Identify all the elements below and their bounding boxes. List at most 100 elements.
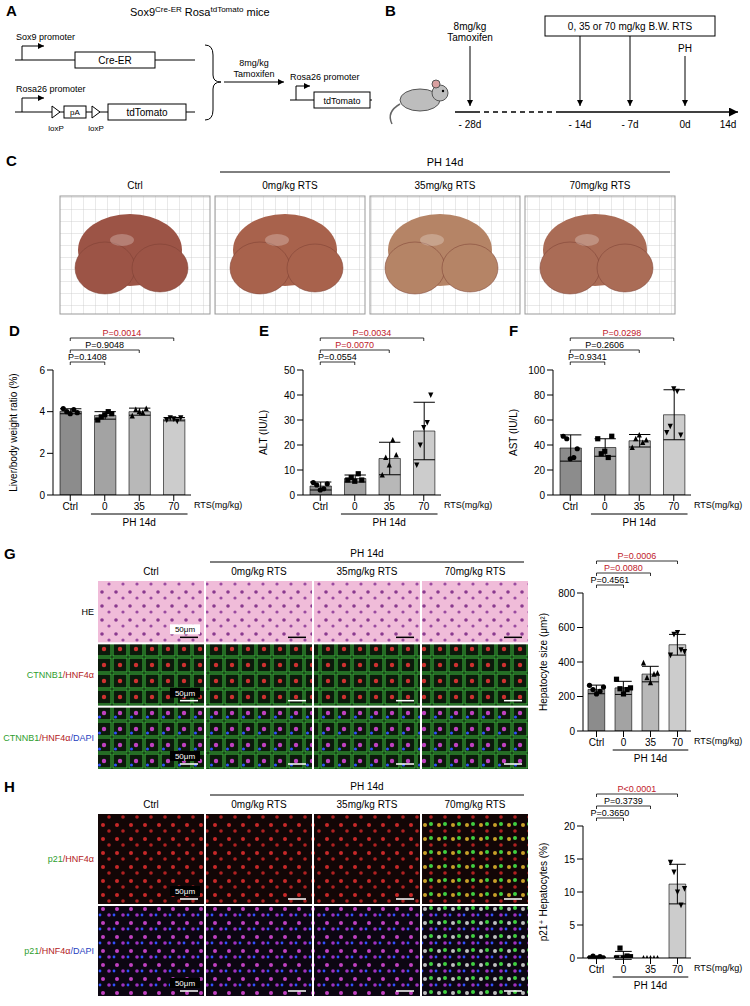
svg-text:0: 0	[569, 726, 575, 737]
svg-text:P=0.3739: P=0.3739	[604, 796, 643, 806]
svg-text:Cre-ER: Cre-ER	[98, 55, 131, 66]
svg-text:0: 0	[39, 490, 45, 501]
svg-text:50μm: 50μm	[175, 979, 196, 988]
svg-text:80: 80	[534, 390, 546, 401]
svg-text:tdTomato: tdTomato	[126, 107, 168, 118]
svg-text:20: 20	[564, 821, 576, 832]
svg-text:RTS(mg/kg): RTS(mg/kg)	[694, 736, 742, 746]
svg-text:2: 2	[39, 448, 45, 459]
svg-text:- 14d: - 14d	[569, 119, 592, 130]
svg-text:A: A	[6, 2, 17, 19]
svg-text:50: 50	[284, 365, 296, 376]
svg-text:8mg/kg: 8mg/kg	[239, 58, 269, 68]
svg-text:50μm: 50μm	[175, 625, 196, 634]
svg-text:35: 35	[645, 737, 657, 748]
svg-text:8mg/kg: 8mg/kg	[454, 21, 487, 32]
svg-text:0: 0	[539, 490, 545, 501]
svg-text:400: 400	[558, 657, 575, 668]
svg-text:Liver/body weight ratio (%): Liver/body weight ratio (%)	[8, 373, 19, 491]
svg-text:PH 14d: PH 14d	[373, 517, 406, 528]
svg-text:Hepatocyte size (μm²): Hepatocyte size (μm²)	[538, 613, 549, 711]
svg-text:P=0.2606: P=0.2606	[585, 340, 624, 350]
svg-text:B: B	[385, 2, 396, 19]
svg-text:- 7d: - 7d	[621, 119, 638, 130]
svg-text:14d: 14d	[720, 119, 737, 130]
svg-text:70: 70	[672, 737, 684, 748]
svg-text:C: C	[6, 152, 17, 169]
svg-text:P=0.4561: P=0.4561	[591, 575, 630, 585]
svg-text:PH 14d: PH 14d	[634, 980, 667, 991]
svg-text:P=0.0006: P=0.0006	[618, 551, 657, 561]
svg-text:40: 40	[284, 390, 296, 401]
svg-text:PH: PH	[678, 43, 692, 54]
svg-text:6: 6	[39, 365, 45, 376]
svg-text:RTS(mg/kg): RTS(mg/kg)	[194, 500, 242, 510]
svg-text:loxP: loxP	[88, 124, 104, 133]
svg-text:Tamoxifen: Tamoxifen	[447, 32, 493, 43]
svg-text:600: 600	[558, 622, 575, 633]
svg-text:0: 0	[621, 964, 627, 975]
svg-text:100: 100	[528, 365, 545, 376]
svg-text:Ctrl: Ctrl	[589, 964, 605, 975]
svg-text:D: D	[9, 322, 20, 339]
svg-text:35: 35	[645, 964, 657, 975]
svg-text:40: 40	[534, 440, 546, 451]
svg-text:35mg/kg RTS: 35mg/kg RTS	[337, 799, 398, 810]
svg-text:0mg/kg RTS: 0mg/kg RTS	[231, 799, 287, 810]
svg-text:50μm: 50μm	[175, 689, 196, 698]
svg-text:70: 70	[168, 501, 180, 512]
svg-text:35mg/kg RTS: 35mg/kg RTS	[415, 180, 476, 191]
svg-text:P=0.0070: P=0.0070	[335, 340, 374, 350]
svg-text:CTNNB1/HNF4α: CTNNB1/HNF4α	[27, 670, 94, 680]
svg-text:5: 5	[569, 920, 575, 931]
svg-text:PH 14d: PH 14d	[623, 517, 656, 528]
svg-text:10: 10	[284, 465, 296, 476]
svg-text:PH 14d: PH 14d	[634, 753, 667, 764]
svg-text:P=0.3650: P=0.3650	[591, 808, 630, 818]
svg-text:0, 35 or 70 mg/kg B.W. RTS: 0, 35 or 70 mg/kg B.W. RTS	[568, 21, 693, 32]
svg-text:0: 0	[102, 501, 108, 512]
svg-text:tdTomato: tdTomato	[323, 96, 360, 106]
svg-text:70: 70	[418, 501, 430, 512]
svg-text:G: G	[4, 545, 16, 562]
svg-text:F: F	[509, 322, 518, 339]
svg-text:0: 0	[621, 737, 627, 748]
svg-text:0: 0	[602, 501, 608, 512]
svg-text:H: H	[4, 778, 15, 795]
svg-text:20: 20	[534, 465, 546, 476]
svg-text:Ctrl: Ctrl	[562, 501, 578, 512]
svg-text:Ctrl: Ctrl	[312, 501, 328, 512]
svg-text:0: 0	[289, 490, 295, 501]
svg-text:RTS(mg/kg): RTS(mg/kg)	[444, 500, 492, 510]
svg-text:35mg/kg RTS: 35mg/kg RTS	[337, 566, 398, 577]
svg-text:200: 200	[558, 691, 575, 702]
svg-text:P=0.9341: P=0.9341	[568, 352, 607, 362]
svg-text:Ctrl: Ctrl	[127, 180, 143, 191]
svg-text:35: 35	[134, 501, 146, 512]
svg-text:0: 0	[569, 953, 575, 964]
svg-text:P=0.0080: P=0.0080	[604, 563, 643, 573]
svg-text:RTS(mg/kg): RTS(mg/kg)	[694, 963, 742, 973]
svg-text:10: 10	[564, 887, 576, 898]
svg-text:0mg/kg RTS: 0mg/kg RTS	[231, 566, 287, 577]
svg-text:Sox9 promoter: Sox9 promoter	[16, 32, 75, 42]
svg-text:PH 14d: PH 14d	[350, 781, 383, 792]
svg-text:P=0.0298: P=0.0298	[603, 328, 642, 338]
svg-text:P<0.0001: P<0.0001	[618, 784, 657, 794]
svg-text:60: 60	[534, 415, 546, 426]
svg-text:Ctrl: Ctrl	[143, 566, 159, 577]
svg-text:4: 4	[39, 406, 45, 417]
svg-text:P=0.0554: P=0.0554	[318, 352, 357, 362]
svg-text:50μm: 50μm	[175, 887, 196, 896]
svg-text:35: 35	[634, 501, 646, 512]
svg-text:Rosa26 promoter: Rosa26 promoter	[16, 84, 86, 94]
svg-text:P=0.0034: P=0.0034	[353, 328, 392, 338]
svg-text:ALT (IU/L): ALT (IU/L)	[258, 410, 269, 455]
svg-text:PH 14d: PH 14d	[350, 548, 383, 559]
svg-text:PH 14d: PH 14d	[427, 156, 464, 168]
svg-text:pA: pA	[70, 108, 80, 117]
svg-text:p21/HNF4α: p21/HNF4α	[48, 854, 94, 864]
svg-text:50μm: 50μm	[175, 752, 196, 761]
svg-text:- 28d: - 28d	[459, 119, 482, 130]
svg-text:70mg/kg RTS: 70mg/kg RTS	[445, 566, 506, 577]
